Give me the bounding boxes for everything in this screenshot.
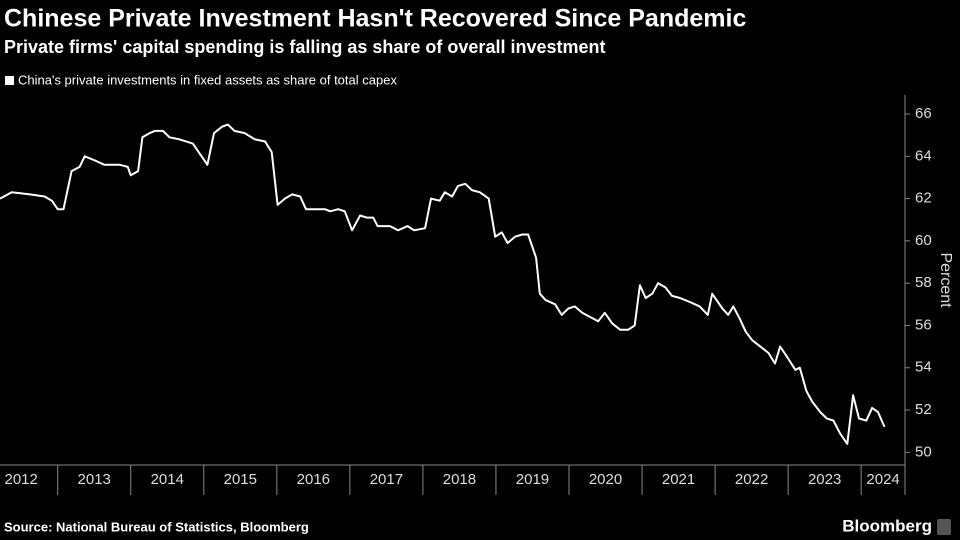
y-tick-label: 58: [915, 274, 932, 291]
y-tick-label: 56: [915, 316, 932, 333]
x-tick-label: 2019: [516, 471, 549, 488]
x-tick-label: 2012: [4, 471, 37, 488]
x-tick-label: 2015: [224, 471, 257, 488]
y-axis-title: Percent: [937, 252, 954, 308]
x-tick-label: 2014: [151, 471, 184, 488]
y-tick-label: 62: [915, 190, 932, 207]
y-tick-label: 64: [915, 147, 932, 164]
x-tick-label: 2017: [370, 471, 403, 488]
chart-title: Chinese Private Investment Hasn't Recove…: [4, 5, 746, 33]
y-tick-label: 50: [915, 443, 932, 460]
x-tick-label: 2024: [866, 471, 899, 488]
x-tick-label: 2021: [662, 471, 695, 488]
chart-subtitle: Private firms' capital spending is falli…: [4, 37, 605, 57]
x-tick-label: 2020: [589, 471, 622, 488]
legend-swatch: [5, 76, 14, 85]
y-tick-label: 66: [915, 105, 932, 122]
y-tick-label: 52: [915, 401, 932, 418]
legend-label: China's private investments in fixed ass…: [18, 72, 397, 87]
brand-icon: [937, 519, 951, 535]
brand: Bloomberg: [842, 516, 932, 535]
x-tick-label: 2018: [443, 471, 476, 488]
y-tick-label: 54: [915, 359, 932, 376]
x-tick-label: 2013: [78, 471, 111, 488]
source: Source: National Bureau of Statistics, B…: [4, 519, 309, 534]
x-tick-label: 2022: [735, 471, 768, 488]
y-tick-label: 60: [915, 232, 932, 249]
x-tick-label: 2016: [297, 471, 330, 488]
x-tick-label: 2023: [808, 471, 841, 488]
series-line: [0, 123, 886, 445]
